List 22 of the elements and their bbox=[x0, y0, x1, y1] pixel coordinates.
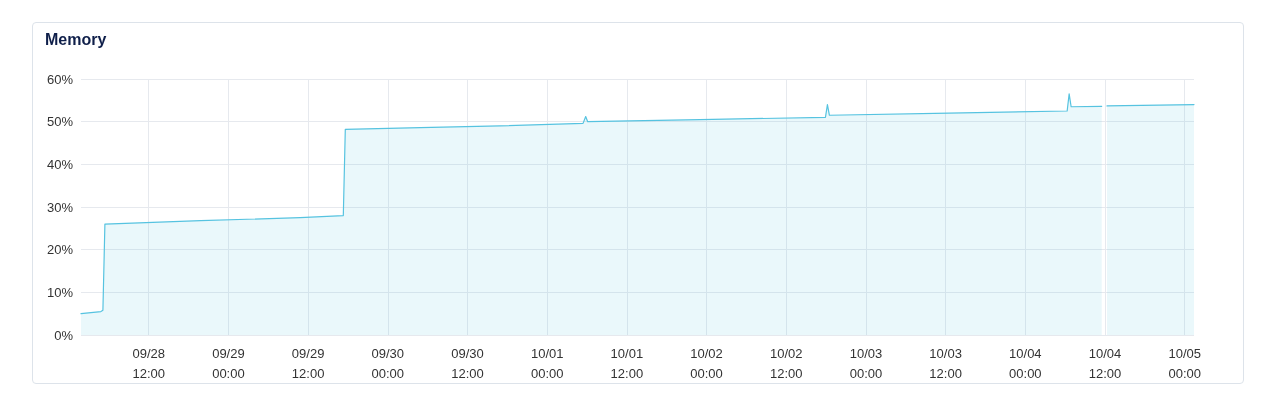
x-tick-label: 10/02 00:00 bbox=[690, 345, 723, 381]
x-tick-label: 10/03 00:00 bbox=[849, 345, 883, 381]
x-tick-label: 09/28 12:00 bbox=[132, 345, 166, 381]
y-tick-label: 40% bbox=[46, 156, 74, 172]
x-tick-label: 09/30 12:00 bbox=[451, 345, 484, 381]
x-tick-label: 10/04 00:00 bbox=[1009, 345, 1042, 381]
x-tick-label: 10/02 12:00 bbox=[769, 345, 803, 381]
y-tick-label: 20% bbox=[46, 242, 74, 258]
x-tick-label: 10/01 00:00 bbox=[530, 345, 564, 381]
y-tick-label: 10% bbox=[46, 284, 74, 300]
x-tick-label: 09/29 12:00 bbox=[291, 345, 325, 381]
x-tick-label: 10/05 00:00 bbox=[1168, 345, 1201, 381]
y-tick-label: 0% bbox=[54, 327, 74, 343]
y-tick-label: 30% bbox=[46, 199, 74, 215]
y-tick-label: 60% bbox=[46, 71, 74, 87]
x-tick-label: 09/30 00:00 bbox=[371, 345, 405, 381]
x-tick-label: 10/04 12:00 bbox=[1088, 345, 1122, 381]
chart-title: Memory bbox=[45, 31, 107, 49]
y-tick-label: 50% bbox=[46, 114, 74, 130]
x-tick-label: 10/03 12:00 bbox=[929, 345, 962, 381]
x-tick-label: 09/29 00:00 bbox=[212, 345, 245, 381]
x-tick-label: 10/01 12:00 bbox=[610, 345, 644, 381]
